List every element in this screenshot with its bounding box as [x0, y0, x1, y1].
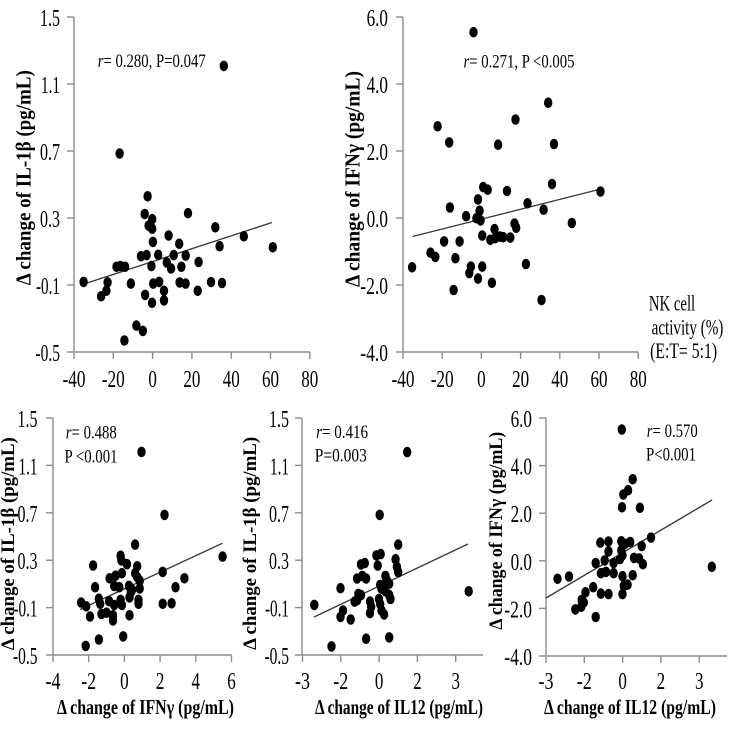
svg-text:1.5: 1.5 — [269, 407, 289, 433]
svg-text:0.3: 0.3 — [269, 549, 289, 575]
svg-text:4: 4 — [192, 669, 201, 695]
svg-text:0: 0 — [618, 669, 627, 695]
svg-text:-40: -40 — [63, 367, 86, 393]
svg-text:-20: -20 — [102, 367, 125, 393]
svg-text:4.0: 4.0 — [367, 73, 388, 99]
svg-text:-3: -3 — [295, 669, 310, 695]
svg-text:60: 60 — [262, 367, 279, 393]
svg-text:2: 2 — [156, 669, 165, 695]
svg-text:Δ change of IFNγ (pg/mL): Δ change of IFNγ (pg/mL) — [57, 695, 234, 719]
svg-text:2.0: 2.0 — [367, 140, 388, 166]
svg-text:20: 20 — [512, 367, 529, 393]
svg-text:0: 0 — [477, 367, 486, 393]
svg-text:activity (%): activity (%) — [652, 315, 724, 340]
svg-text:60: 60 — [591, 367, 608, 393]
svg-text:-0.1: -0.1 — [14, 597, 38, 623]
svg-text:-4.0: -4.0 — [504, 645, 532, 671]
svg-text:6: 6 — [227, 669, 236, 695]
svg-text:Δ change of IL12 (pg/mL): Δ change of IL12 (pg/mL) — [315, 695, 483, 719]
svg-text:P<0.001: P<0.001 — [646, 445, 696, 466]
svg-text:1.5: 1.5 — [18, 407, 38, 433]
svg-text:-4.0: -4.0 — [360, 341, 388, 367]
svg-text:1.5: 1.5 — [40, 6, 60, 32]
svg-text:2.0: 2.0 — [511, 502, 532, 528]
svg-text:80: 80 — [630, 367, 647, 393]
svg-text:r= 0.416: r= 0.416 — [316, 422, 368, 443]
svg-text:3: 3 — [695, 669, 704, 695]
svg-text:r= 0.488: r= 0.488 — [66, 423, 117, 444]
svg-text:0.7: 0.7 — [269, 502, 289, 528]
svg-text:0: 0 — [375, 669, 384, 695]
svg-text:0.0: 0.0 — [511, 550, 532, 576]
svg-text:2: 2 — [413, 669, 422, 695]
svg-text:NK cell: NK cell — [649, 290, 695, 315]
svg-text:1.1: 1.1 — [270, 454, 289, 480]
svg-text:0.7: 0.7 — [40, 140, 60, 166]
svg-text:0.0: 0.0 — [367, 207, 388, 233]
svg-text:0: 0 — [120, 669, 129, 695]
svg-text:0.3: 0.3 — [18, 549, 38, 575]
svg-text:6.0: 6.0 — [367, 6, 388, 32]
svg-text:0.3: 0.3 — [40, 207, 60, 233]
svg-text:Δ change of IFNγ (pg/mL): Δ change of IFNγ (pg/mL) — [341, 71, 365, 287]
svg-text:1.1: 1.1 — [19, 454, 38, 480]
svg-text:-4: -4 — [46, 669, 61, 695]
svg-text:Δ change of IL12 (pg/mL): Δ change of IL12 (pg/mL) — [544, 695, 716, 719]
svg-text:P=0.003: P=0.003 — [315, 446, 367, 467]
svg-text:-2: -2 — [81, 669, 96, 695]
svg-text:Δ change of IL-1β (pg/mL): Δ change of IL-1β (pg/mL) — [12, 70, 36, 285]
svg-text:-40: -40 — [392, 367, 415, 393]
svg-text:-2.0: -2.0 — [504, 597, 532, 623]
svg-text:20: 20 — [183, 367, 200, 393]
svg-text:-0.1: -0.1 — [265, 597, 289, 623]
svg-text:(E:T= 5:1): (E:T= 5:1) — [650, 338, 717, 363]
svg-text:-3: -3 — [539, 669, 554, 695]
svg-text:40: 40 — [551, 367, 568, 393]
svg-text:-2.0: -2.0 — [360, 274, 388, 300]
svg-text:80: 80 — [301, 367, 318, 393]
svg-text:-20: -20 — [431, 367, 454, 393]
svg-text:-0.5: -0.5 — [36, 341, 61, 367]
svg-text:-2: -2 — [577, 669, 592, 695]
svg-text:40: 40 — [223, 367, 240, 393]
svg-text:P <0.001: P <0.001 — [65, 447, 118, 468]
svg-text:3: 3 — [451, 669, 460, 695]
svg-text:r= 0.280, P=0.047: r= 0.280, P=0.047 — [98, 51, 206, 72]
svg-text:Δ change of IL-1β (pg/mL): Δ change of IL-1β (pg/mL) — [240, 437, 261, 650]
svg-text:4.0: 4.0 — [511, 455, 532, 481]
svg-text:-0.5: -0.5 — [13, 644, 38, 670]
svg-text:0: 0 — [148, 367, 157, 393]
svg-text:2: 2 — [657, 669, 666, 695]
svg-text:0.7: 0.7 — [18, 502, 38, 528]
svg-text:Δ change of IL-1β (pg/mL): Δ change of IL-1β (pg/mL) — [0, 437, 19, 650]
svg-text:1.1: 1.1 — [41, 73, 60, 99]
svg-text:-2: -2 — [333, 669, 348, 695]
svg-text:r= 0.570: r= 0.570 — [647, 421, 698, 442]
svg-text:r= 0.271, P <0.005: r= 0.271, P <0.005 — [464, 52, 575, 73]
svg-text:-0.1: -0.1 — [36, 274, 60, 300]
svg-text:-0.5: -0.5 — [265, 644, 290, 670]
svg-text:6.0: 6.0 — [511, 407, 532, 433]
svg-text:Δ change of IFNγ (pg/mL): Δ change of IFNγ (pg/mL) — [486, 432, 507, 630]
